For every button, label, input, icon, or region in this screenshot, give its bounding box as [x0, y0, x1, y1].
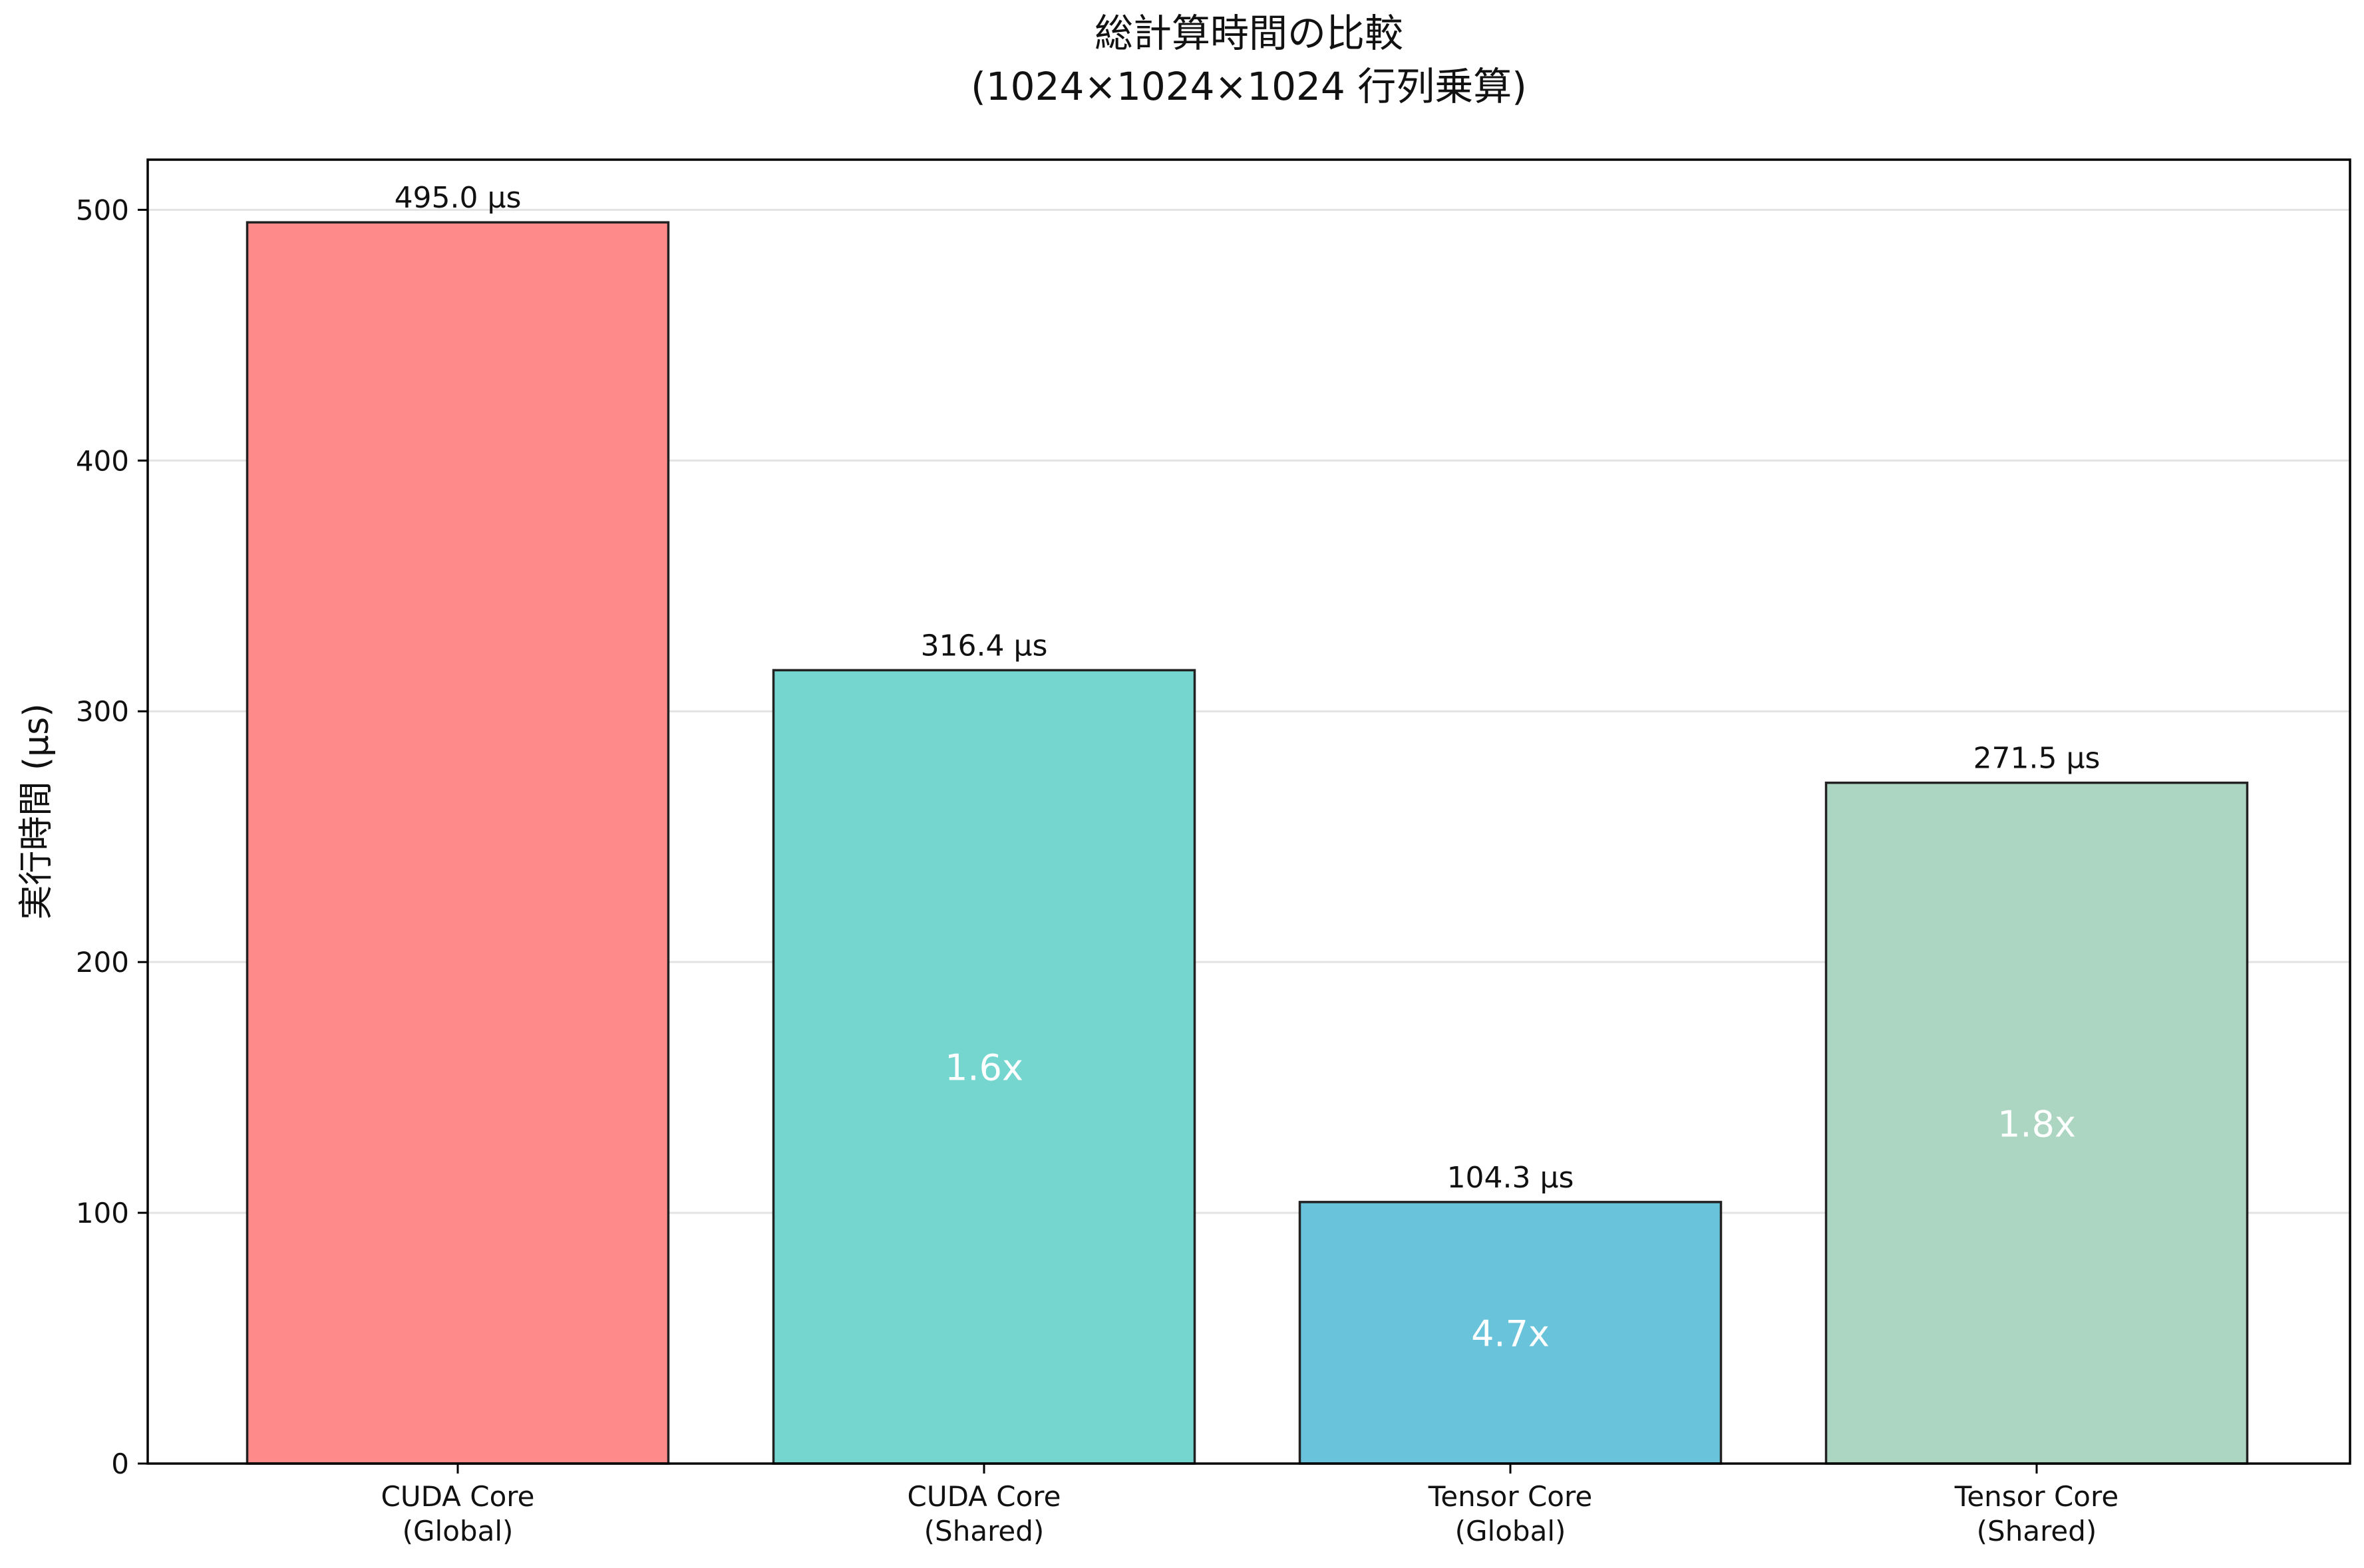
xtick-label-4-line-1: Tensor Core — [1954, 1480, 2118, 1513]
ytick-label-300: 300 — [76, 695, 129, 728]
plot-frame — [146, 158, 2351, 1465]
xtick-label-2-line-1: CUDA Core — [908, 1480, 1061, 1513]
xtick-label-3-line-1: Tensor Core — [1428, 1480, 1592, 1513]
ytick-label-0: 0 — [111, 1448, 129, 1480]
bars — [246, 221, 2249, 1465]
speedup-label-3: 4.7x — [1471, 1313, 1550, 1354]
ytick-label-200: 200 — [76, 946, 129, 979]
axes — [146, 158, 2351, 1465]
y-axis-ticks: 0 100 200 300 400 500 — [76, 194, 148, 1480]
ytick-label-100: 100 — [76, 1197, 129, 1229]
bar-1 — [246, 221, 670, 1465]
speedup-label-2: 1.6x — [945, 1047, 1023, 1089]
data-labels: 495.0 μs 316.4 μs 1.6x 104.3 μs 4.7x 271.5 μs… — [395, 181, 2101, 1354]
value-label-1: 495.0 μs — [395, 181, 522, 215]
value-label-4: 271.5 μs — [1973, 742, 2101, 776]
y-axis-label: 実行時間 (μs) — [17, 703, 57, 919]
ytick-label-500: 500 — [76, 194, 129, 226]
value-label-2: 316.4 μs — [921, 629, 1048, 663]
value-label-3: 104.3 μs — [1447, 1161, 1574, 1195]
bar-2 — [772, 669, 1196, 1465]
ylabel-text: 実行時間 (μs) — [17, 703, 57, 919]
xtick-label-1-line-2: (Global) — [403, 1515, 514, 1547]
title-line-2: (1024×1024×1024 行列乗算) — [971, 64, 1527, 109]
speedup-label-4: 1.8x — [1997, 1103, 2076, 1145]
bar-4 — [1824, 781, 2249, 1465]
x-axis-ticks: CUDA Core(Global)CUDA Core(Shared)Tensor… — [381, 1464, 2118, 1547]
chart-title: 総計算時間の比較 (1024×1024×1024 行列乗算) — [971, 11, 1527, 109]
xtick-label-1-line-1: CUDA Core — [381, 1480, 535, 1513]
xtick-label-3-line-2: (Global) — [1455, 1515, 1566, 1547]
xtick-label-2-line-2: (Shared) — [924, 1515, 1045, 1547]
title-line-1: 総計算時間の比較 — [1095, 11, 1403, 56]
xtick-label-4-line-2: (Shared) — [1977, 1515, 2097, 1547]
ytick-label-400: 400 — [76, 444, 129, 477]
